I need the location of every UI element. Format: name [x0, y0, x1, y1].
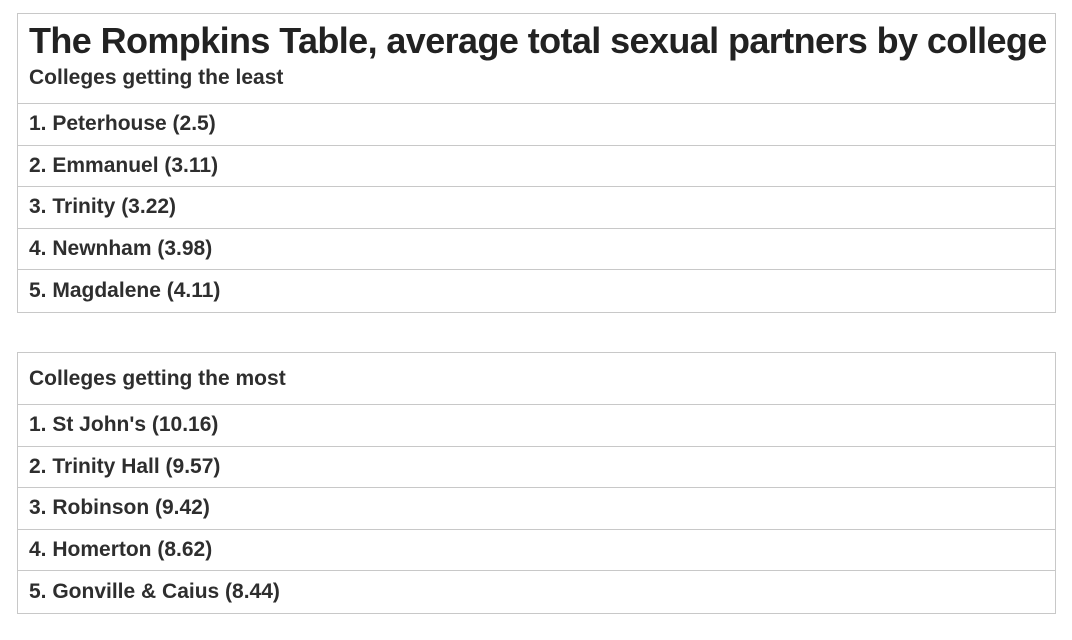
table-row: 5. Magdalene (4.11) [29, 279, 221, 303]
most-table-heading: Colleges getting the most [29, 366, 286, 390]
page-title: The Rompkins Table, average total sexual… [29, 20, 1047, 61]
table-row: 1. Peterhouse (2.5) [18, 104, 1055, 146]
least-table-heading: Colleges getting the least [29, 66, 284, 89]
table-row: 4. Homerton (8.62) [18, 530, 1055, 572]
table-row: 3. Trinity (3.22) [18, 187, 1055, 229]
least-table-header: The Rompkins Table, average total sexual… [18, 14, 1055, 104]
table-row: 4. Newnham (3.98) [18, 229, 1055, 271]
table-row: 2. Emmanuel (3.11) [18, 146, 1055, 188]
least-table: The Rompkins Table, average total sexual… [17, 13, 1056, 313]
table-row: 3. Robinson (9.42) [18, 488, 1055, 530]
most-table: Colleges getting the most 1. St John's (… [17, 352, 1056, 614]
table-row: 5. Gonville & Caius (8.44) [29, 580, 280, 604]
table-row: 2. Trinity Hall (9.57) [18, 447, 1055, 489]
most-table-header: Colleges getting the most [18, 353, 1055, 405]
table-row: 1. St John's (10.16) [18, 405, 1055, 447]
